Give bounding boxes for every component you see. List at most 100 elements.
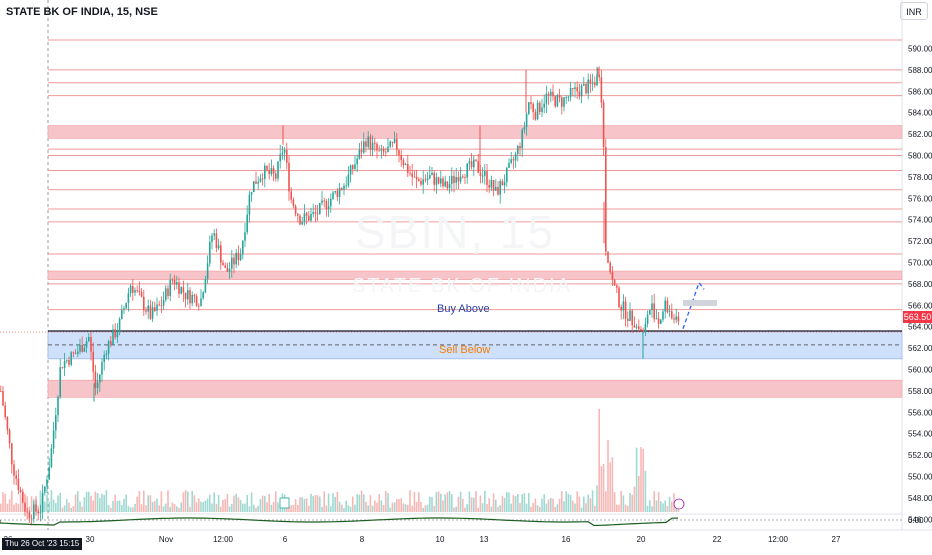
candle-body: [435, 177, 438, 185]
candle-body: [264, 165, 266, 179]
volume-bar: [534, 498, 537, 512]
candle-body: [409, 172, 411, 174]
volume-bar: [255, 507, 257, 512]
volume-bar: [228, 506, 231, 512]
candle-body: [495, 186, 497, 191]
candle-body: [103, 354, 105, 363]
candle-body: [200, 298, 202, 306]
volume-bar: [607, 440, 609, 512]
volume-bar: [468, 491, 471, 512]
volume-bar: [193, 495, 196, 512]
candle-body: [116, 331, 119, 338]
candle-body: [281, 152, 284, 155]
candle-body: [580, 85, 583, 97]
indicator-line: [0, 517, 679, 527]
candle-body: [277, 161, 279, 179]
volume-bar: [134, 503, 136, 512]
volume-bar: [347, 505, 350, 512]
volume-bar: [448, 491, 451, 512]
candle-body: [288, 162, 290, 192]
candle-body: [145, 310, 147, 312]
candle-body: [312, 212, 314, 215]
volume-bar: [101, 493, 103, 512]
candle-body: [558, 95, 561, 98]
price-tick-label: 570.00: [908, 259, 932, 268]
volume-bar: [173, 504, 176, 512]
volume-bar: [239, 499, 242, 512]
candle-body: [299, 215, 301, 225]
candle-body: [413, 176, 416, 178]
price-tick-label: 574.00: [908, 216, 932, 225]
volume-bar: [154, 500, 156, 512]
time-tick-label: Nov: [159, 535, 173, 544]
candle-body: [118, 318, 121, 332]
volume-bar: [220, 506, 222, 512]
candle-body: [448, 183, 451, 189]
volume-bar: [121, 505, 123, 512]
volume-bar: [198, 498, 200, 512]
volume-bar: [437, 491, 440, 512]
symbol-title[interactable]: STATE BK OF INDIA, 15, NSE: [6, 6, 158, 18]
volume-bar: [182, 492, 185, 512]
candle-body: [33, 504, 35, 519]
candle-body: [99, 374, 101, 383]
candle-body: [407, 163, 409, 173]
candle-body: [8, 429, 11, 444]
volume-bar: [44, 501, 46, 512]
candle-body: [147, 305, 149, 312]
candle-body: [356, 158, 358, 165]
time-tick-label: 30: [86, 535, 95, 544]
volume-bar: [455, 506, 457, 512]
candle-body: [0, 390, 2, 392]
candle-body: [189, 290, 191, 304]
candle-body: [627, 318, 629, 322]
volume-bar: [165, 503, 167, 512]
candle-body: [96, 382, 99, 388]
volume-bar: [189, 506, 191, 512]
volume-bar: [618, 504, 620, 512]
candle-body: [479, 172, 482, 177]
volume-bar: [424, 505, 427, 512]
volume-bar: [171, 502, 174, 512]
candle-body: [426, 178, 429, 181]
volume-bar: [435, 492, 438, 512]
candle-body: [220, 245, 222, 263]
candle-body: [664, 300, 666, 312]
candle-body: [272, 168, 275, 174]
candle-body: [140, 291, 143, 297]
candle-body: [6, 417, 9, 430]
volume-bar: [77, 491, 79, 512]
candle-body: [226, 267, 229, 272]
candle-body: [429, 175, 431, 179]
candle-body: [319, 202, 321, 214]
volume-bar: [646, 505, 649, 512]
candle-body: [611, 271, 614, 280]
volume-bar: [151, 501, 154, 512]
volume-bar: [539, 506, 541, 512]
volume-bar: [50, 490, 53, 512]
time-tick-label: 27: [832, 535, 841, 544]
volume-bar: [635, 447, 638, 512]
candle-body: [213, 233, 215, 236]
volume-bar: [327, 493, 330, 512]
volume-bar: [624, 504, 627, 512]
volume-bar: [248, 506, 251, 512]
currency-button[interactable]: INR: [900, 2, 928, 20]
volume-bar: [211, 503, 213, 512]
volume-bar: [242, 503, 244, 512]
candle-body: [508, 162, 510, 168]
candle-body: [233, 257, 235, 265]
candle-body: [398, 150, 400, 155]
volume-bar: [389, 507, 391, 512]
candle-body: [15, 475, 17, 479]
candle-body: [57, 396, 59, 416]
volume-bar: [671, 501, 673, 512]
candle-body: [660, 319, 662, 324]
volume-bar: [352, 496, 354, 512]
volume-bar: [598, 408, 600, 512]
candle-body: [618, 287, 620, 308]
candle-body: [649, 309, 651, 315]
